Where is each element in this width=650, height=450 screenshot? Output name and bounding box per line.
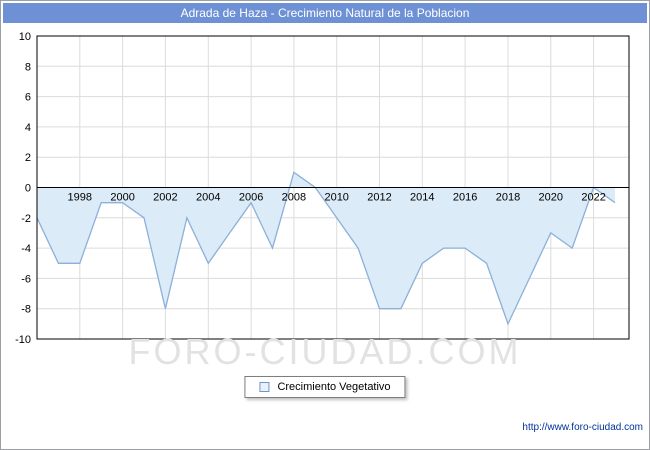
x-tick-label: 1998 <box>68 192 92 204</box>
x-tick-label: 2020 <box>539 192 563 204</box>
y-tick-label: -4 <box>21 243 31 255</box>
y-tick-label: -10 <box>15 334 31 346</box>
legend-label: Crecimiento Vegetativo <box>277 381 391 393</box>
area-series <box>37 172 615 324</box>
x-tick-label: 2012 <box>367 192 391 204</box>
y-tick-label: 4 <box>25 122 31 134</box>
x-tick-label: 2008 <box>282 192 306 204</box>
x-tick-label: 2016 <box>453 192 477 204</box>
legend-swatch-icon <box>259 382 270 392</box>
header-bar: Adrada de Haza - Crecimiento Natural de … <box>3 3 647 23</box>
y-tick-label: -8 <box>21 304 31 316</box>
line-series <box>36 171 616 326</box>
y-tick-label: 10 <box>19 31 31 43</box>
x-tick-label: 2006 <box>239 192 263 204</box>
y-tick-label: 8 <box>25 61 31 73</box>
y-tick-label: -6 <box>21 273 31 285</box>
y-tick-label: 6 <box>25 92 31 104</box>
footer-link[interactable]: http://www.foro-ciudad.com <box>522 422 643 433</box>
y-tick-label: 0 <box>25 183 31 195</box>
x-tick-label: 2010 <box>324 192 348 204</box>
y-tick-label: 2 <box>25 152 31 164</box>
x-tick-label: 2002 <box>153 192 177 204</box>
chart-title: Adrada de Haza - Crecimiento Natural de … <box>180 6 470 20</box>
x-tick-label: 2018 <box>496 192 520 204</box>
x-tick-label: 2000 <box>110 192 134 204</box>
y-tick-label: -2 <box>21 213 31 225</box>
x-tick-label: 2014 <box>410 192 434 204</box>
legend-box: Crecimiento Vegetativo <box>244 376 406 398</box>
x-tick-label: 2004 <box>196 192 220 204</box>
plot-border <box>36 35 630 340</box>
x-tick-label: 2022 <box>581 192 605 204</box>
